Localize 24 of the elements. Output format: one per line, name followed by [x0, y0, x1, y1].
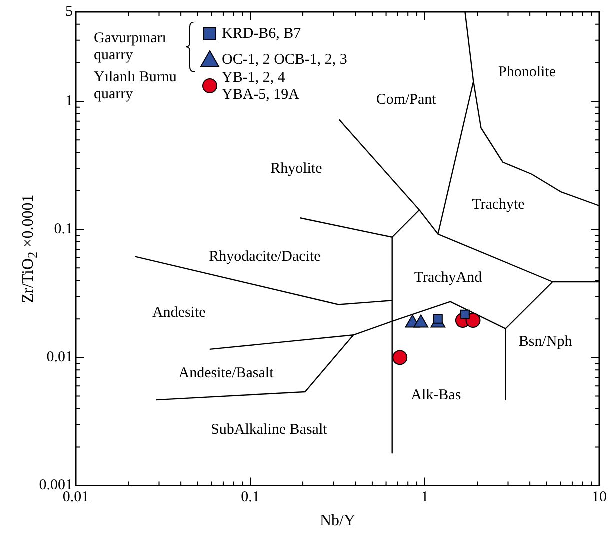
legend-label: KRD-B6, B7	[222, 26, 302, 42]
x-tick-label: 1	[421, 490, 429, 506]
annotation: Alk-Bas	[411, 388, 462, 404]
annotation: Rhyodacite/Dacite	[209, 248, 322, 265]
annotation: Com/Pant	[376, 92, 438, 108]
annotation: Gavurpınarı quarry	[94, 30, 166, 64]
annotation: Andesite/Basalt	[178, 365, 275, 382]
y-tick-label: 0.01	[46, 350, 73, 366]
x-tick-label: 10	[592, 490, 607, 506]
annotation: Yılanlı Burnu quarry	[94, 69, 178, 102]
annotation: SubAlkaline Basalt	[211, 422, 328, 438]
annotation: TrachyAnd	[414, 270, 483, 286]
annotation: Phonolite	[498, 64, 556, 81]
annotation: Andesite	[152, 304, 206, 321]
annotation: Bsn/Nph	[518, 334, 573, 350]
annotation: Rhyolite	[270, 160, 323, 177]
x-tick-label: 0.1	[241, 490, 260, 506]
x-axis-title: Nb/Y	[320, 512, 356, 530]
y-tick-label: 0.1	[54, 222, 73, 238]
legend-label: YB-1, 2, 4 YBA-5, 19A	[222, 70, 300, 103]
legend-label: OC-1, 2 OCB-1, 2, 3	[222, 52, 348, 68]
y-tick-label: 1	[66, 93, 73, 110]
y-tick-label: 5	[66, 4, 73, 20]
annotation: Trachyte	[472, 197, 526, 214]
